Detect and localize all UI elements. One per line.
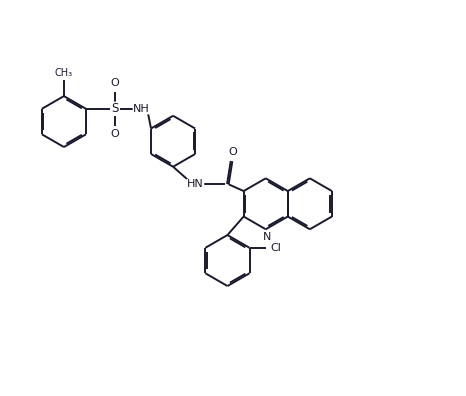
Text: O: O	[228, 147, 237, 157]
Text: S: S	[111, 102, 118, 115]
Text: O: O	[110, 129, 119, 139]
Text: HN: HN	[187, 179, 204, 189]
Text: N: N	[262, 232, 271, 242]
Text: Cl: Cl	[270, 243, 281, 253]
Text: CH₃: CH₃	[55, 68, 73, 78]
Text: O: O	[110, 78, 119, 88]
Text: NH: NH	[133, 104, 150, 114]
